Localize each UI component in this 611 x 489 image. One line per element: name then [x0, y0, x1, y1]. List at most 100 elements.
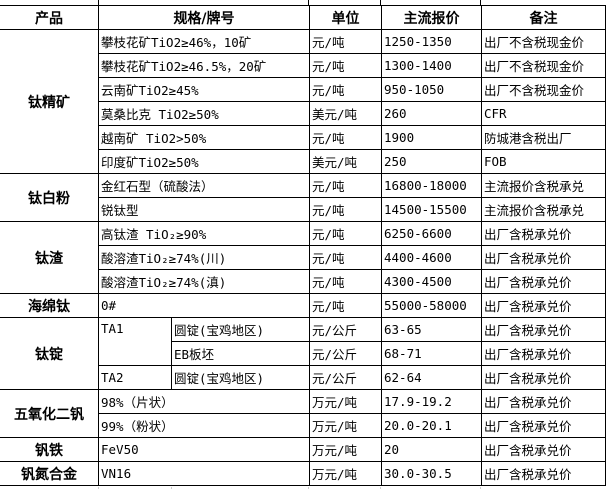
spec-cell: 圆锭(宝鸡地区)	[171, 317, 310, 342]
remark-cell: CFR	[481, 101, 606, 126]
table-row: 锐钛型 元/吨 14500-15500 主流报价含税承兑	[0, 197, 606, 222]
price-cell: 6250-6600	[381, 221, 482, 246]
remark-cell: 出厂含税承兑价	[481, 221, 606, 246]
unit-cell: 元/吨	[309, 269, 382, 294]
table-row: 钒氮合金 VN16 万元/吨 30.0-30.5 出厂含税承兑价	[0, 461, 606, 486]
spec-cell: EB板坯	[171, 341, 310, 366]
spec-cell: 99%（粉状）	[98, 413, 310, 438]
unit-cell: 元/吨	[309, 197, 382, 222]
spec-cell: 98%（片状）	[98, 389, 310, 414]
header-price: 主流报价	[381, 5, 482, 30]
product-name: 钛渣	[0, 221, 99, 294]
spec-cell: 攀枝花矿TiO2≥46%，10矿	[98, 29, 310, 54]
spec-cell: 锐钛型	[98, 197, 310, 222]
unit-cell: 元/公斤	[309, 365, 382, 390]
remark-cell: 主流报价含税承兑	[481, 197, 606, 222]
unit-cell: 元/吨	[309, 125, 382, 150]
price-table: 产品 规格/牌号 单位 主流报价 备注 钛精矿 攀枝花矿TiO2≥46%，10矿元…	[0, 5, 606, 486]
previous-row-edge	[0, 0, 611, 5]
product-name: 钒铁	[0, 437, 99, 462]
spec-cell: 莫桑比克 TiO2≥50%	[98, 101, 310, 126]
price-cell: 950-1050	[381, 77, 482, 102]
remark-cell: 出厂含税承兑价	[481, 269, 606, 294]
product-name: 海绵钛	[0, 293, 99, 318]
spec-cell: 云南矿TiO2≥45%	[98, 77, 310, 102]
price-cell: 20.0-20.1	[381, 413, 482, 438]
product-name: 钒氮合金	[0, 461, 99, 486]
header-spec: 规格/牌号	[98, 5, 310, 30]
unit-cell: 美元/吨	[309, 101, 382, 126]
spec-cell: 圆锭(宝鸡地区)	[171, 365, 310, 390]
remark-cell: 出厂不含税现金价	[481, 53, 606, 78]
grade-cell: TA2	[98, 365, 172, 390]
table-row: 钒铁 FeV50 万元/吨 20 出厂含税承兑价	[0, 437, 606, 462]
price-cell: 20	[381, 437, 482, 462]
price-cell: 68-71	[381, 341, 482, 366]
price-cell: 260	[381, 101, 482, 126]
price-cell: 4400-4600	[381, 245, 482, 270]
unit-cell: 元/吨	[309, 173, 382, 198]
table-row: 攀枝花矿TiO2≥46.5%，20矿 元/吨 1300-1400 出厂不含税现金价	[0, 53, 606, 78]
remark-cell: 出厂含税承兑价	[481, 365, 606, 390]
product-name: 钛白粉	[0, 173, 99, 222]
price-cell: 17.9-19.2	[381, 389, 482, 414]
spec-cell: 印度矿TiO2≥50%	[98, 149, 310, 174]
header-remark: 备注	[481, 5, 606, 30]
price-cell: 1300-1400	[381, 53, 482, 78]
remark-cell: 主流报价含税承兑	[481, 173, 606, 198]
unit-cell: 元/吨	[309, 53, 382, 78]
product-name: 五氧化二钒	[0, 389, 99, 438]
remark-cell: 出厂不含税现金价	[481, 29, 606, 54]
table-row: 99%（粉状） 万元/吨 20.0-20.1 出厂含税承兑价	[0, 413, 606, 438]
table-row: 钛锭 TA1 圆锭(宝鸡地区) 元/公斤 63-65 出厂含税承兑价	[0, 317, 606, 390]
price-cell: 1900	[381, 125, 482, 150]
spec-cell: 高钛渣 TiO₂≥90%	[98, 221, 310, 246]
spec-cell: 攀枝花矿TiO2≥46.5%，20矿	[98, 53, 310, 78]
table-row: 越南矿 TiO2>50% 元/吨 1900 防城港含税出厂	[0, 125, 606, 150]
price-cell: 55000-58000	[381, 293, 482, 318]
remark-cell: 出厂含税承兑价	[481, 437, 606, 462]
header-row: 产品 规格/牌号 单位 主流报价 备注	[0, 5, 606, 30]
remark-cell: 出厂含税承兑价	[481, 461, 606, 486]
table-row: 钛渣 高钛渣 TiO₂≥90% 元/吨 6250-6600 出厂含税承兑价	[0, 221, 606, 294]
table-row: 五氧化二钒 98%（片状） 万元/吨 17.9-19.2 出厂含税承兑价	[0, 389, 606, 438]
remark-cell: 出厂含税承兑价	[481, 245, 606, 270]
header-product: 产品	[0, 5, 99, 30]
header-unit: 单位	[309, 5, 382, 30]
spec-cell: 金红石型（硫酸法）	[98, 173, 310, 198]
price-cell: 62-64	[381, 365, 482, 390]
next-row-edge	[0, 487, 611, 489]
table-row: 印度矿TiO2≥50% 美元/吨 250 FOB	[0, 149, 606, 174]
unit-cell: 万元/吨	[309, 389, 382, 414]
unit-cell: 元/吨	[309, 221, 382, 246]
table-row: EB板坯 元/公斤 68-71 出厂含税承兑价	[0, 341, 606, 366]
price-cell: 16800-18000	[381, 173, 482, 198]
unit-cell: 元/吨	[309, 293, 382, 318]
price-cell: 1250-1350	[381, 29, 482, 54]
unit-cell: 元/公斤	[309, 341, 382, 366]
unit-cell: 万元/吨	[309, 413, 382, 438]
table-row: 酸溶渣TiO₂≥74%(川) 元/吨 4400-4600 出厂含税承兑价	[0, 245, 606, 270]
remark-cell: FOB	[481, 149, 606, 174]
product-name: 钛精矿	[0, 29, 99, 174]
price-cell: 30.0-30.5	[381, 461, 482, 486]
unit-cell: 元/吨	[309, 29, 382, 54]
unit-cell: 元/吨	[309, 245, 382, 270]
unit-cell: 万元/吨	[309, 461, 382, 486]
spec-cell: 0#	[98, 293, 310, 318]
spec-cell: 酸溶渣TiO₂≥74%(川)	[98, 245, 310, 270]
spec-cell: FeV50	[98, 437, 310, 462]
price-cell: 14500-15500	[381, 197, 482, 222]
table-row: 钛精矿 攀枝花矿TiO2≥46%，10矿 元/吨 1250-1350 出厂不含税现金价	[0, 29, 606, 174]
price-cell: 250	[381, 149, 482, 174]
spec-cell: 越南矿 TiO2>50%	[98, 125, 310, 150]
unit-cell: 万元/吨	[309, 437, 382, 462]
remark-cell: 出厂含税承兑价	[481, 341, 606, 366]
grade-cell: TA1	[98, 317, 172, 366]
product-name: 钛锭	[0, 317, 99, 390]
spec-cell: VN16	[98, 461, 310, 486]
remark-cell: 出厂含税承兑价	[481, 413, 606, 438]
table-row: 钛白粉 金红石型（硫酸法） 元/吨 16800-18000 主流报价含税承兑	[0, 173, 606, 222]
price-cell: 4300-4500	[381, 269, 482, 294]
remark-cell: 出厂含税承兑价	[481, 293, 606, 318]
